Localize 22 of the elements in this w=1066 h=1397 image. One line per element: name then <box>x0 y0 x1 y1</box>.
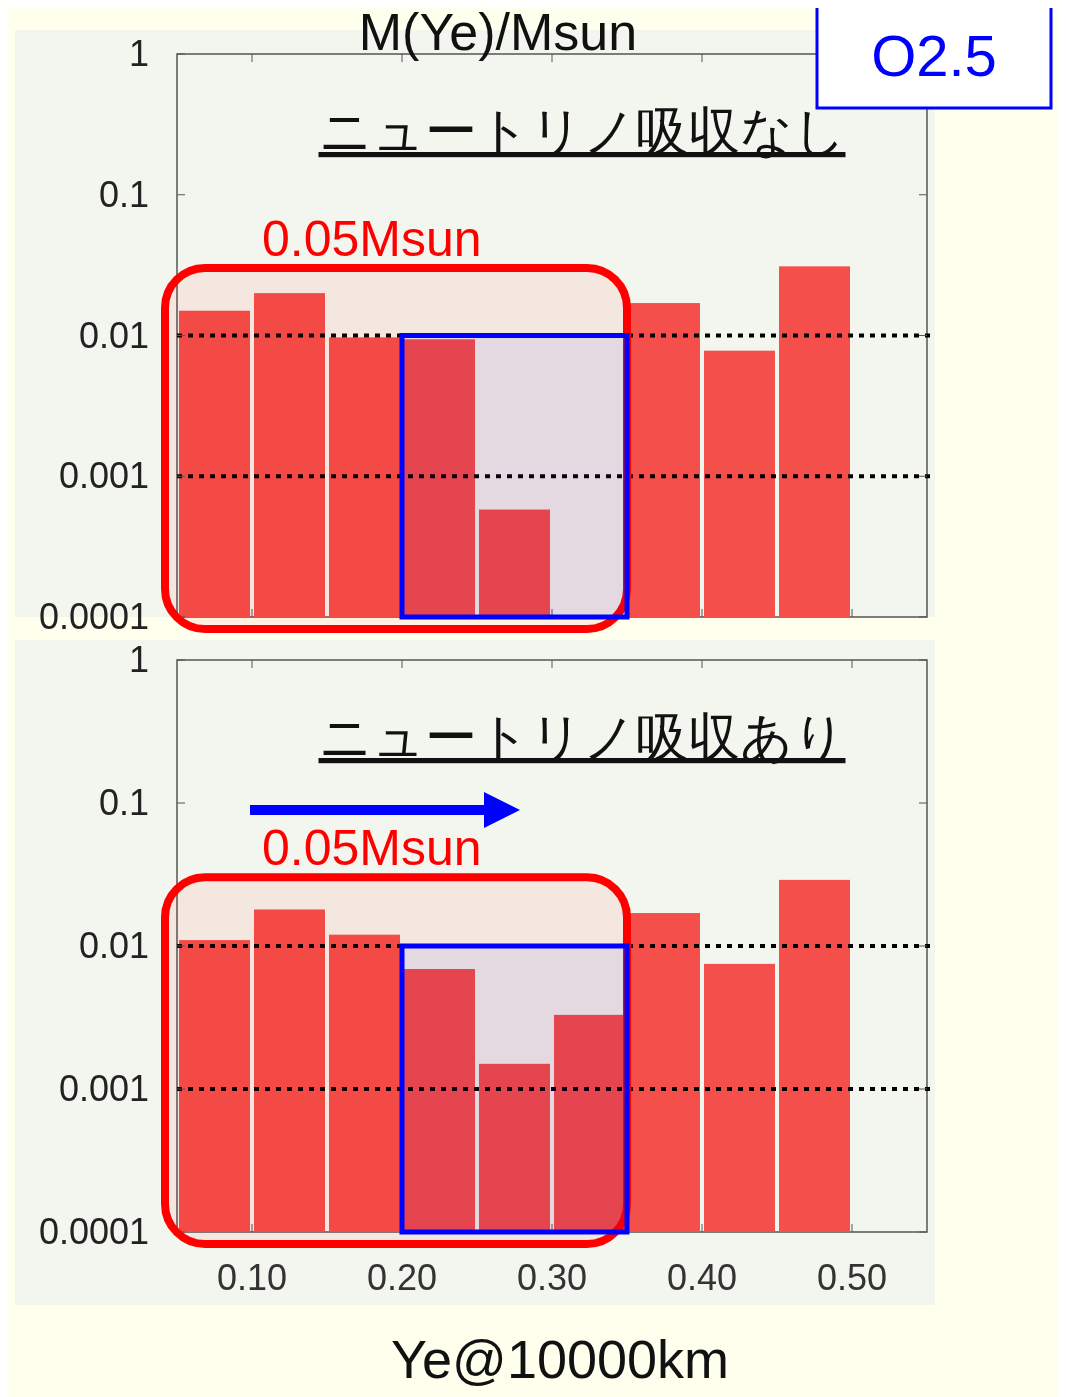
y-tick-label: 0.01 <box>78 925 149 966</box>
text: ニュートリノ吸収あり <box>318 707 846 767</box>
y-tick-label: 0.1 <box>98 173 149 215</box>
y-tick-label: 0.01 <box>78 314 149 356</box>
x-tick-label: 0.50 <box>816 1257 888 1298</box>
y-tick-label: 0.001 <box>58 1068 149 1109</box>
x-tick-label: 0.10 <box>216 1257 288 1298</box>
y-tick-label: 1 <box>128 33 149 74</box>
x-tick-label: 0.30 <box>516 1257 588 1298</box>
y-tick-label: 0.0001 <box>38 1211 149 1252</box>
y-tick-label: 0.1 <box>98 782 149 823</box>
x-tick-label: 0.20 <box>366 1257 438 1298</box>
band-label: 0.05Msun <box>262 820 482 877</box>
band-label: 0.05Msun <box>262 210 482 267</box>
annotation: O2.5 <box>871 23 997 88</box>
y-tick-label: 0.001 <box>58 455 149 497</box>
y-axis-title: M(Ye)/Msun <box>358 3 638 61</box>
y-tick-label: 1 <box>128 639 149 680</box>
x-axis-title: Ye@10000km <box>390 1329 730 1389</box>
x-tick-label: 0.40 <box>666 1257 738 1298</box>
y-tick-label: 0.0001 <box>38 596 149 637</box>
text: ニュートリノ吸収なし <box>318 101 846 161</box>
